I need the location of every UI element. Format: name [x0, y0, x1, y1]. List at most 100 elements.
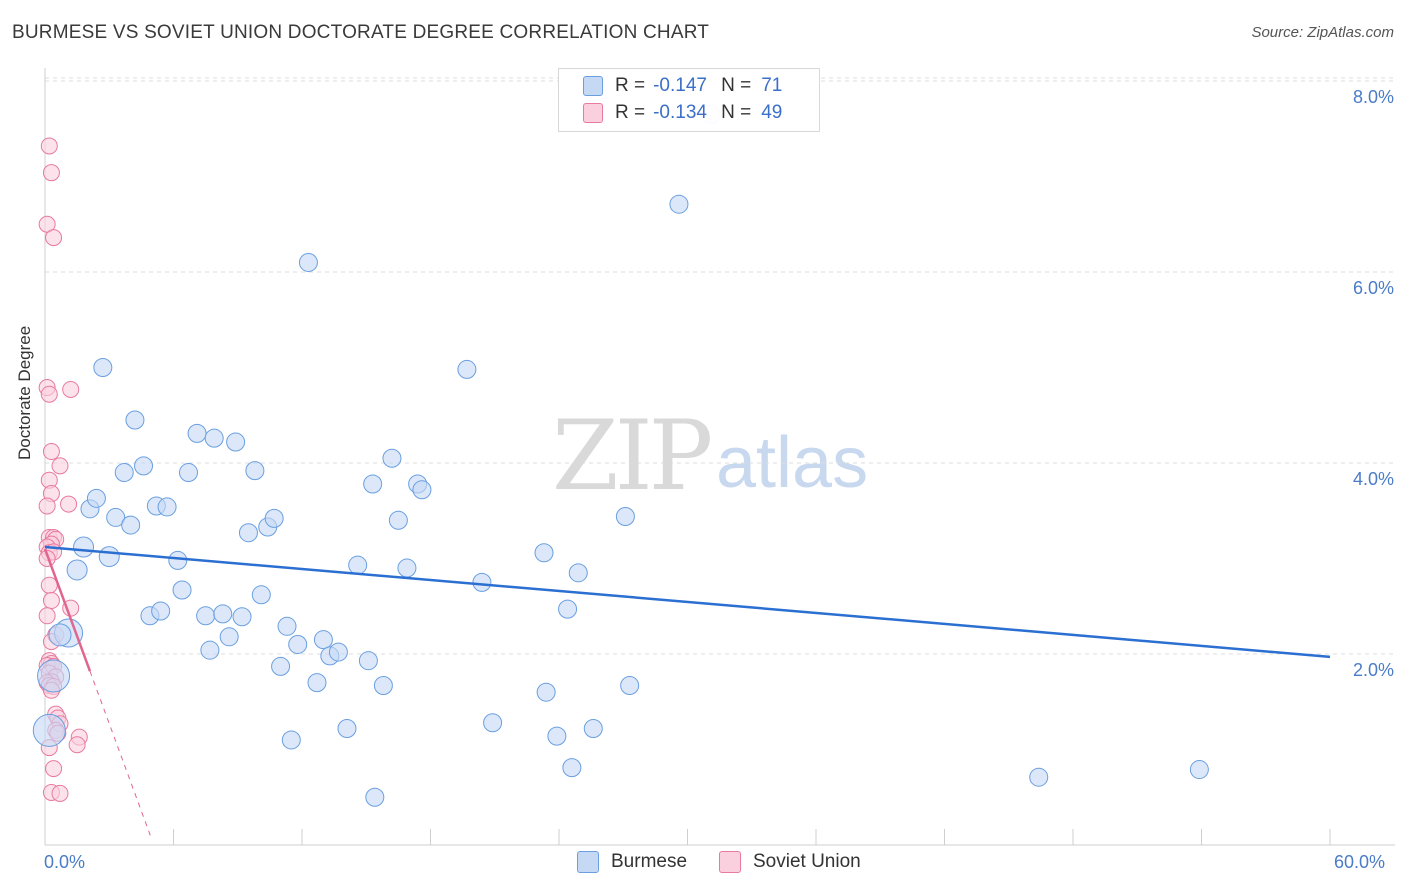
burmese-point [1189, 760, 1209, 780]
burmese-point [583, 718, 603, 738]
burmese-point [48, 623, 72, 647]
burmese-point [313, 630, 333, 650]
burmese-point [73, 536, 95, 558]
n-value: 71 [761, 75, 783, 96]
soviet-point [42, 443, 60, 461]
x-tick-label: 0.0% [44, 852, 86, 872]
burmese-legend-swatch [577, 851, 599, 873]
n-label: N = [721, 75, 752, 96]
soviet-point [51, 784, 69, 802]
burmese-point [298, 252, 318, 272]
burmese-point [365, 787, 385, 807]
burmese-point [151, 601, 171, 621]
soviet-point [42, 592, 60, 610]
burmese-point [358, 651, 378, 671]
y-tick-label: 8.0% [1352, 87, 1394, 107]
burmese-point [382, 448, 402, 468]
burmese-point [125, 410, 145, 430]
r-label: R = [615, 102, 646, 123]
burmese-point [281, 730, 301, 750]
correlation-stats-box: R = -0.147 N = 71 R = -0.134 N = 49 [558, 68, 820, 132]
stats-row-soviet: R = -0.134 N = 49 [583, 100, 783, 126]
burmese-point [271, 656, 291, 676]
y-axis-label: Doctorate Degree [15, 325, 34, 460]
burmese-point [226, 432, 246, 452]
soviet-point [62, 380, 80, 398]
burmese-point [213, 604, 233, 624]
soviet-point [60, 495, 78, 513]
burmese-point [264, 508, 284, 528]
burmese-point [615, 506, 635, 526]
burmese-point [66, 559, 88, 581]
soviet-legend-swatch [719, 851, 741, 873]
soviet-point [45, 229, 63, 247]
burmese-point [363, 474, 383, 494]
burmese-point [536, 682, 556, 702]
source-label: Source: ZipAtlas.com [1251, 24, 1394, 41]
burmese-swatch [583, 76, 603, 96]
burmese-point [106, 507, 126, 527]
legend-item-burmese[interactable]: Burmese [577, 851, 687, 873]
n-label: N = [721, 102, 752, 123]
burmese-point [373, 676, 393, 696]
burmese-point [547, 726, 567, 746]
burmese-point [32, 713, 66, 747]
burmese-point [232, 607, 252, 627]
soviet-trend-line [43, 548, 92, 672]
y-tick-label: 6.0% [1352, 278, 1394, 298]
burmese-point [568, 563, 588, 583]
burmese-point [178, 463, 198, 483]
legend-label: Soviet Union [753, 851, 861, 872]
soviet-point [51, 457, 69, 475]
soviet-trend-extension [89, 671, 153, 841]
burmese-point [98, 546, 120, 568]
grid-lines [45, 77, 1395, 655]
burmese-point [388, 510, 408, 530]
burmese-point [86, 488, 106, 508]
burmese-point [251, 585, 271, 605]
chart-title: BURMESE VS SOVIET UNION DOCTORATE DEGREE… [12, 22, 710, 43]
soviet-point [40, 576, 58, 594]
burmese-point [307, 673, 327, 693]
burmese-point [337, 718, 357, 738]
burmese-point [558, 599, 578, 619]
burmese-point [1029, 767, 1049, 787]
burmese-point [200, 640, 220, 660]
burmese-trend-line [44, 545, 1331, 659]
trend-lines [43, 545, 1331, 841]
soviet-point [45, 760, 63, 778]
soviet-point [42, 164, 60, 182]
burmese-point [238, 523, 258, 543]
burmese-point [669, 194, 689, 214]
burmese-point [134, 456, 154, 476]
burmese-point [121, 515, 141, 535]
burmese-point [187, 423, 207, 443]
burmese-point [457, 359, 477, 379]
burmese-point [93, 358, 113, 377]
burmese-point [412, 480, 432, 500]
burmese-points [32, 104, 1209, 807]
burmese-point [37, 659, 71, 693]
burmese-point [472, 572, 492, 592]
burmese-point [534, 543, 554, 563]
legend-item-soviet[interactable]: Soviet Union [719, 851, 861, 873]
burmese-point [157, 497, 177, 517]
burmese-point [483, 713, 503, 733]
burmese-point [348, 555, 368, 575]
r-value: -0.147 [653, 75, 707, 96]
burmese-point [620, 676, 640, 696]
burmese-point [328, 642, 348, 662]
burmese-point [219, 627, 239, 647]
soviet-point [38, 607, 56, 625]
soviet-point [40, 385, 58, 403]
burmese-point [288, 634, 308, 654]
soviet-swatch [583, 103, 603, 123]
soviet-point [40, 137, 58, 155]
burmese-point [196, 606, 216, 626]
soviet-point [68, 736, 86, 754]
y-tick-label: 4.0% [1352, 469, 1394, 489]
n-value: 49 [761, 102, 783, 123]
burmese-point [245, 461, 265, 481]
x-tick-label: 60.0% [1334, 852, 1386, 872]
